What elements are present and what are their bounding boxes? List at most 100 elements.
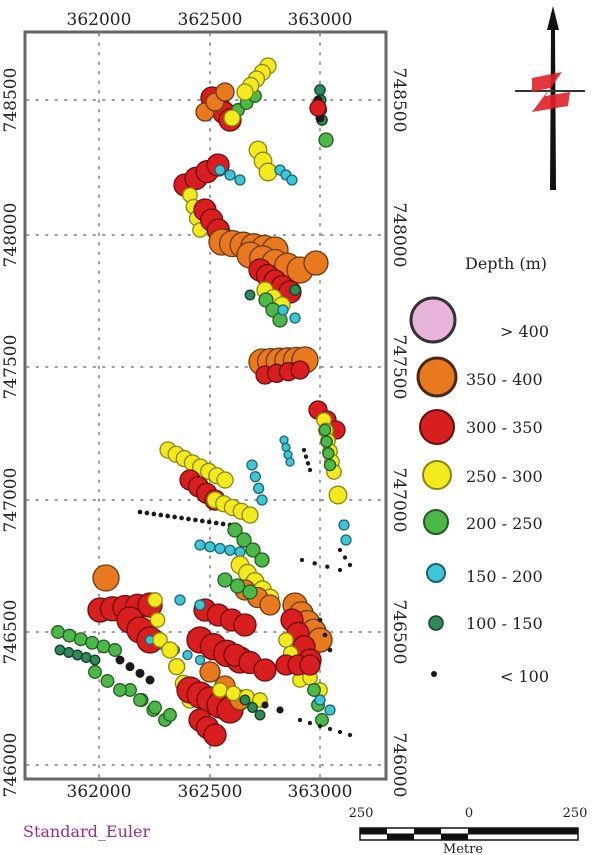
- euler-solution-point: [168, 658, 186, 676]
- y-tick-label: 746500: [389, 600, 409, 665]
- euler-solution-point: [303, 454, 309, 459]
- euler-solution-point: [220, 521, 226, 527]
- euler-solution-point: [245, 542, 261, 558]
- euler-solution-point: [277, 304, 289, 316]
- euler-solution-point: [152, 632, 168, 648]
- euler-solution-point: [247, 702, 258, 713]
- euler-solution-point: [314, 84, 326, 96]
- euler-solution-point: [261, 701, 269, 709]
- euler-solution-point: [307, 720, 313, 726]
- euler-solution-point: [253, 658, 277, 682]
- legend-label: 350 - 400: [466, 370, 543, 389]
- euler-solution-point: [223, 109, 241, 127]
- euler-solution-point: [249, 471, 261, 483]
- euler-solution-point: [225, 685, 242, 702]
- euler-solution-point: [242, 584, 258, 600]
- euler-solution-point: [239, 694, 251, 706]
- euler-solution-point: [227, 522, 243, 538]
- legend-label: > 400: [500, 322, 549, 341]
- y-tick-label: 748000: [389, 203, 409, 268]
- euler-solution-point: [297, 717, 303, 723]
- euler-solution-point: [322, 447, 335, 460]
- euler-solution-point: [324, 704, 336, 716]
- euler-solution-point: [224, 544, 236, 556]
- euler-solution-point: [276, 706, 284, 714]
- euler-solution-point: [214, 542, 226, 555]
- legend-title: Depth (m): [465, 254, 547, 273]
- euler-solution-point: [62, 628, 77, 643]
- y-tick-label: 748500: [1, 68, 21, 133]
- y-tick-label: 748500: [389, 68, 409, 133]
- euler-solution-point: [234, 546, 246, 558]
- euler-solution-point: [307, 683, 321, 697]
- euler-solution-point: [206, 519, 212, 525]
- euler-solution-point: [338, 519, 350, 531]
- y-tick-label: 747000: [1, 468, 21, 533]
- euler-solution-point: [327, 647, 333, 653]
- y-tick-label: 746000: [1, 733, 21, 798]
- euler-solution-point: [100, 674, 115, 688]
- euler-solution-point: [309, 99, 327, 117]
- euler-solution-point: [224, 169, 236, 181]
- euler-solution-point: [340, 534, 352, 546]
- euler-solution-point: [186, 516, 191, 522]
- x-tick-label: 362000: [67, 782, 132, 802]
- euler-solution-point: [72, 649, 83, 661]
- euler-solution-point: [317, 723, 323, 729]
- euler-solution-point: [212, 682, 228, 698]
- euler-solution-point: [299, 654, 321, 676]
- euler-solution-point: [317, 617, 323, 623]
- euler-solution-point: [133, 693, 147, 707]
- euler-solution-point: [88, 665, 102, 679]
- euler-solution-point: [63, 647, 75, 658]
- euler-solution-point: [285, 457, 295, 467]
- euler-solution-point: [194, 654, 206, 666]
- x-tick-label: 363000: [288, 10, 353, 30]
- euler-solution-point: [342, 555, 348, 560]
- euler-solution-point: [151, 511, 157, 517]
- euler-solution-point: [113, 683, 127, 697]
- euler-solution-point: [323, 458, 337, 472]
- euler-solution-point: [337, 547, 343, 553]
- euler-solution-point: [256, 494, 268, 506]
- euler-solution-point: [289, 312, 301, 324]
- euler-solution-point: [236, 532, 252, 548]
- euler-solution-point: [236, 83, 254, 101]
- euler-solution-point: [254, 552, 270, 568]
- euler-solution-point: [145, 675, 155, 685]
- euler-solution-point: [305, 461, 311, 466]
- euler-solution-point: [161, 641, 179, 659]
- y-tick-label: 746500: [1, 600, 21, 665]
- scale-bar: 250 0 250 Metre: [349, 806, 588, 855]
- y-tick-label: 747500: [389, 335, 409, 400]
- euler-solution-point: [135, 668, 145, 678]
- euler-solution-point: [314, 694, 326, 706]
- euler-solution-point: [253, 482, 265, 494]
- euler-solution-point: [217, 572, 233, 588]
- euler-solution-point: [174, 594, 186, 606]
- euler-solution-point: [258, 162, 278, 182]
- legend-swatch: [431, 671, 437, 677]
- legend-swatch: [422, 460, 452, 490]
- euler-solution-point: [165, 513, 171, 519]
- euler-solution-point: [137, 509, 143, 515]
- euler-solution-point: [246, 459, 258, 471]
- euler-solution-point: [199, 518, 205, 524]
- euler-solution-point: [303, 250, 329, 276]
- euler-solution-point: [301, 447, 307, 453]
- euler-solution-point: [179, 515, 184, 521]
- legend-label: 300 - 350: [466, 418, 543, 437]
- y-tick-label: 747000: [389, 468, 409, 533]
- euler-solution-point: [312, 561, 317, 566]
- euler-solution-point: [337, 567, 343, 573]
- y-tick-label: 746000: [389, 733, 409, 798]
- x-tick-label: 363000: [288, 782, 353, 802]
- euler-solution-point: [325, 564, 330, 569]
- euler-solution-point: [172, 514, 177, 520]
- euler-solution-point: [299, 557, 305, 563]
- scale-label: 250: [349, 806, 374, 821]
- legend-swatch: [426, 563, 446, 583]
- euler-solution-point: [80, 652, 92, 663]
- euler-solution-point: [194, 539, 206, 551]
